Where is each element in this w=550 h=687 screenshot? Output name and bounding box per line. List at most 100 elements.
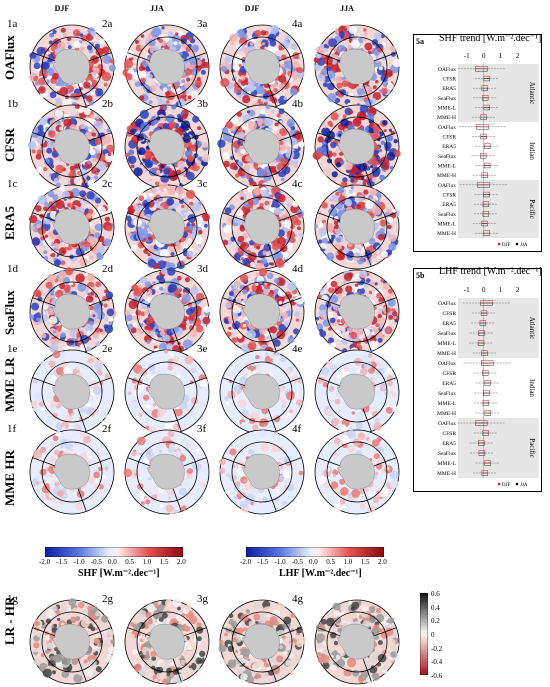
map-patch <box>297 226 301 231</box>
map-sector-line <box>278 377 302 387</box>
map-patch <box>33 642 40 649</box>
map-patch <box>165 599 173 607</box>
box-mark <box>481 362 494 366</box>
map-2f <box>123 429 210 515</box>
map-patch <box>347 44 353 50</box>
map-patch <box>334 617 342 624</box>
map-patch <box>244 126 249 131</box>
map-patch <box>79 343 87 352</box>
map-patch <box>106 308 115 317</box>
box-5b-plot: -1 0 1 2 OAFlux CFSR ERA5 SeaFlux MME-L MME-H OAFl… <box>437 286 539 488</box>
map-patch <box>145 377 149 381</box>
map-patch <box>188 155 195 163</box>
map-patch <box>143 309 150 316</box>
map-patch <box>66 36 72 42</box>
map-patch <box>104 317 109 322</box>
map-patch <box>236 467 245 476</box>
map-patch <box>150 121 156 127</box>
dataset-label: ERA5 <box>442 202 456 208</box>
map-patch <box>218 458 226 466</box>
map-patch <box>49 164 55 169</box>
box-mark <box>481 223 488 227</box>
map-patch <box>279 128 288 137</box>
map-patch <box>316 146 324 154</box>
map-patch <box>84 667 94 677</box>
map-patch <box>373 475 378 480</box>
map-ring <box>41 116 103 178</box>
antarctica-landmass <box>242 48 280 85</box>
map-patch <box>265 288 271 293</box>
box-mark <box>481 472 489 476</box>
map-patch <box>354 283 359 287</box>
map-patch <box>44 218 51 225</box>
map-patch <box>245 420 250 425</box>
map-patch <box>92 332 100 339</box>
map-patch <box>159 248 169 258</box>
map-patch <box>153 609 163 619</box>
map-patch <box>282 500 287 506</box>
map-sector-line <box>88 377 112 387</box>
map-patch <box>325 302 331 308</box>
box-mark <box>476 124 489 128</box>
map-patch <box>142 84 150 91</box>
diff-colorbar-tick-label: 0.2 <box>431 617 440 626</box>
map-patch <box>186 659 193 666</box>
antarctica-landmass <box>147 293 185 330</box>
map-sector-line <box>127 377 151 387</box>
map-patch <box>178 487 188 496</box>
map-patch <box>43 250 48 255</box>
map-patch <box>125 310 130 316</box>
map-patch <box>160 164 165 169</box>
map-patch <box>95 88 104 97</box>
box-mark <box>483 194 490 198</box>
map-patch <box>259 430 267 438</box>
map-patch <box>102 460 111 469</box>
colorbar-tick-label: 2.0 <box>378 558 387 566</box>
map-patch <box>284 651 288 655</box>
map-patch <box>340 435 350 444</box>
map-patch <box>125 73 133 81</box>
map-patch <box>318 309 328 318</box>
map-patch <box>265 104 271 110</box>
map-patch <box>169 352 174 357</box>
map-patch <box>382 665 387 670</box>
map-patch <box>139 491 148 501</box>
map-patch <box>388 72 393 77</box>
map-patch <box>196 636 202 642</box>
map-patch <box>152 281 156 285</box>
dataset-label: SeaFlux <box>438 391 456 397</box>
map-patch <box>156 411 164 418</box>
map-patch <box>139 95 145 101</box>
map-patch <box>169 443 175 449</box>
map-patch <box>33 620 40 627</box>
map-patch <box>318 73 326 81</box>
map-patch <box>196 448 200 453</box>
map-patch <box>184 149 193 158</box>
map-patch <box>67 45 72 49</box>
map-patch <box>273 115 279 121</box>
map-patch <box>323 65 327 69</box>
map-patch <box>137 328 144 335</box>
map-patch <box>183 208 188 213</box>
map-patch <box>385 307 391 313</box>
map-patch <box>378 66 383 71</box>
map-patch <box>281 40 290 49</box>
map-patch <box>283 96 287 101</box>
map-patch <box>43 255 49 261</box>
map-patch <box>347 429 357 439</box>
map-patch <box>159 330 166 337</box>
map-patch <box>162 678 168 685</box>
map-patch <box>128 149 135 156</box>
map-patch <box>264 117 274 126</box>
map-patch <box>183 650 188 655</box>
map-patch <box>295 318 300 322</box>
map-patch <box>197 126 202 131</box>
map-patch <box>339 478 346 485</box>
box-mark <box>478 442 485 446</box>
map-patch <box>173 449 177 453</box>
map-patch <box>273 414 277 418</box>
map-patch <box>175 186 185 195</box>
map-patch <box>98 484 104 490</box>
map-patch <box>192 202 201 212</box>
map-patch <box>203 61 210 69</box>
